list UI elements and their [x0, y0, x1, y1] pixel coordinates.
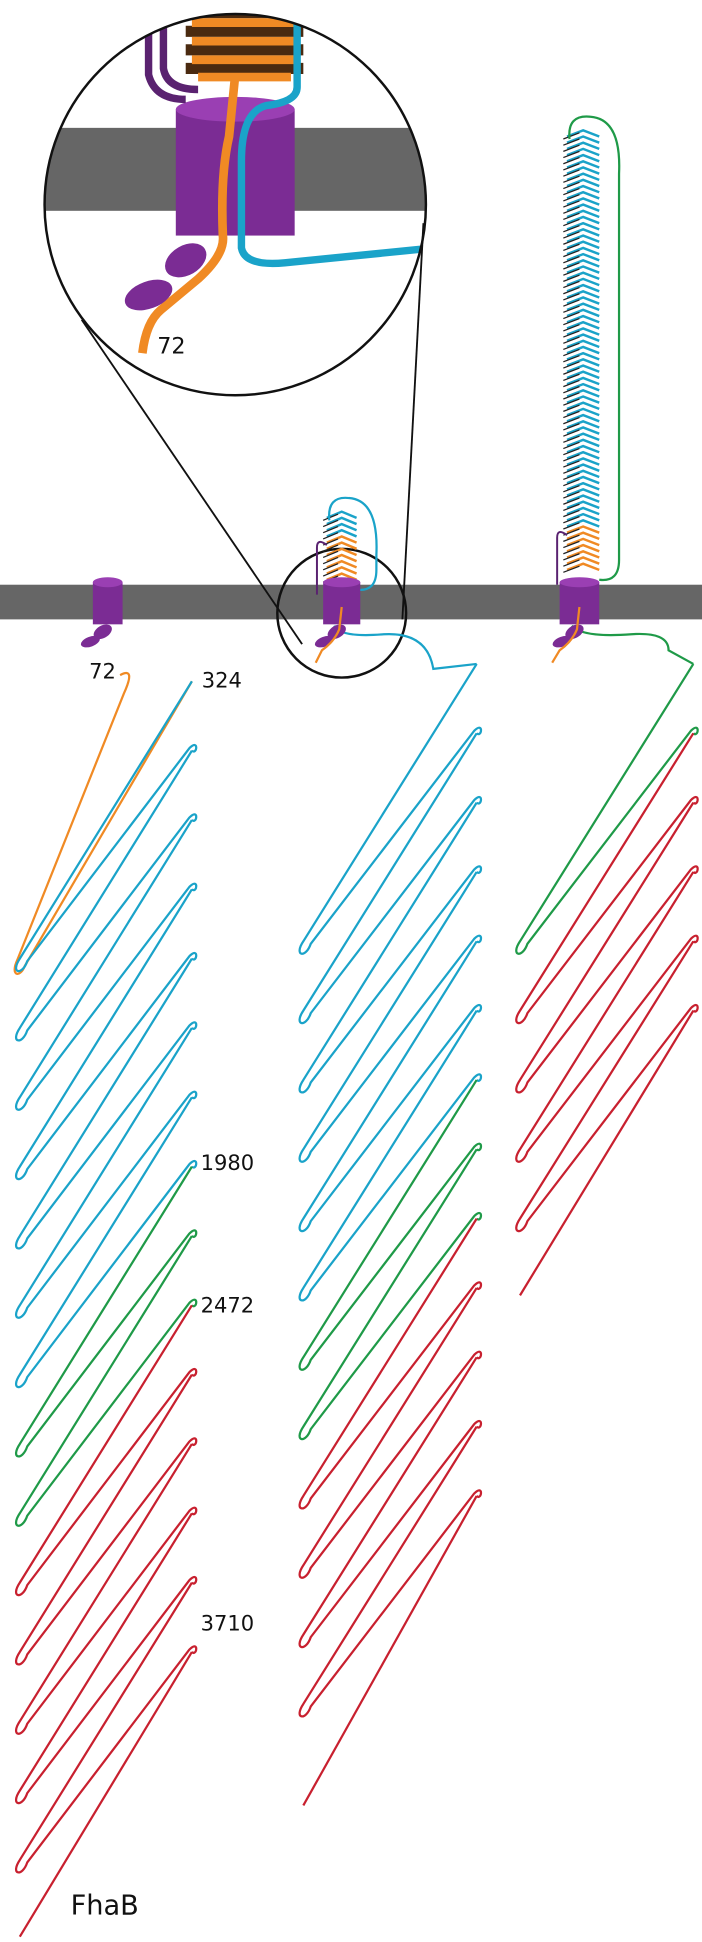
diagram: 72 72 324 1980 2472 3710 FhaB	[0, 0, 702, 1942]
barrel-top	[93, 577, 123, 587]
zoom-content	[37, 13, 433, 353]
annotation: 1980	[201, 1150, 255, 1175]
page: 72 72 324 1980 2472 3710 FhaB (() => { c…	[0, 0, 702, 1942]
hairpin	[16, 1583, 196, 1873]
strand-end	[520, 1011, 693, 1296]
barrel-top	[323, 577, 360, 587]
zoom-line	[402, 223, 423, 619]
zoom-label: 72	[157, 334, 185, 360]
barrel	[560, 582, 600, 624]
hairpin	[300, 1427, 481, 1717]
annotation: 324	[202, 667, 242, 692]
zoom-barrel	[176, 109, 295, 235]
annotation: 3710	[201, 1611, 255, 1636]
strand	[572, 626, 693, 664]
annotation: 2472	[201, 1293, 255, 1318]
barrel	[93, 582, 123, 624]
barrel	[323, 582, 360, 624]
protein-name: FhaB	[71, 1891, 139, 1922]
strand	[334, 626, 476, 669]
barrel-top	[560, 577, 600, 587]
zoom-potra	[121, 274, 177, 317]
hairpin	[516, 941, 697, 1231]
annotation: 72	[89, 659, 116, 684]
